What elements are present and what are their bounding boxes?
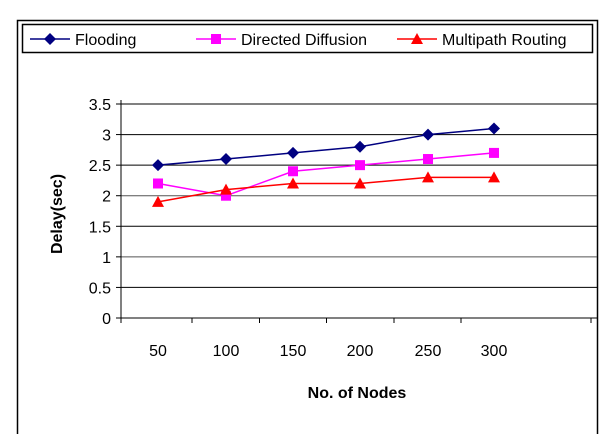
legend-box xyxy=(21,23,594,54)
y-tick-labels: 0 0.5 1 1.5 2 2.5 3 3.5 xyxy=(89,97,111,328)
y-axis-title: Delay(sec) xyxy=(49,174,66,254)
y-tick-label: 1.5 xyxy=(89,219,111,236)
series-line xyxy=(157,176,494,203)
series-flooding xyxy=(152,122,500,172)
y-tick-label: 0 xyxy=(102,311,111,328)
data-point xyxy=(422,128,434,141)
chart-border xyxy=(16,19,599,434)
data-point xyxy=(489,147,499,158)
legend-entry: Flooding xyxy=(30,32,136,49)
x-tick-labels: 50 100 150 200 250 300 xyxy=(149,343,507,360)
data-point xyxy=(354,177,366,189)
legend-label: Multipath Routing xyxy=(442,32,567,49)
y-tick-label: 1 xyxy=(102,250,111,267)
legend: Flooding Directed Diffusion Multipath Rout… xyxy=(21,23,594,54)
y-tick-label: 0.5 xyxy=(89,280,111,297)
data-point xyxy=(488,122,500,135)
data-point xyxy=(355,160,365,171)
y-tick-label: 2 xyxy=(102,189,111,206)
x-tick-label: 300 xyxy=(481,343,508,360)
series-directed-diffusion xyxy=(153,147,499,201)
legend-marker xyxy=(411,33,423,44)
data-point xyxy=(423,154,433,165)
x-tick-label: 150 xyxy=(280,343,307,360)
series-multipath-routing xyxy=(152,171,500,207)
series-line xyxy=(157,127,495,166)
data-point xyxy=(422,171,434,183)
data-point xyxy=(287,177,299,189)
axes xyxy=(116,100,597,323)
data-point xyxy=(220,183,232,195)
legend-marker xyxy=(44,33,56,45)
y-tick-label: 3.5 xyxy=(89,97,111,114)
data-point xyxy=(288,166,298,177)
legend-marker xyxy=(211,34,221,44)
legend-entry: Directed Diffusion xyxy=(196,32,367,49)
legend-label: Flooding xyxy=(75,32,136,49)
data-point xyxy=(153,178,163,189)
legend-label: Directed Diffusion xyxy=(241,32,367,49)
data-point xyxy=(488,171,500,183)
x-tick-label: 50 xyxy=(149,343,167,360)
x-tick-label: 200 xyxy=(347,343,374,360)
x-tick-label: 250 xyxy=(415,343,442,360)
legend-entry: Multipath Routing xyxy=(397,32,567,49)
x-tick-label: 100 xyxy=(213,343,240,360)
data-point xyxy=(152,159,164,172)
x-axis-title: No. of Nodes xyxy=(308,385,407,402)
y-tick-label: 2.5 xyxy=(89,158,111,175)
y-tick-label: 3 xyxy=(102,128,111,145)
data-point xyxy=(354,140,366,153)
data-point xyxy=(221,190,231,201)
data-point xyxy=(220,153,232,166)
series-line xyxy=(157,152,495,197)
gridlines xyxy=(121,103,597,288)
data-point xyxy=(152,195,164,207)
data-point xyxy=(287,146,299,159)
series-layer xyxy=(152,122,500,207)
